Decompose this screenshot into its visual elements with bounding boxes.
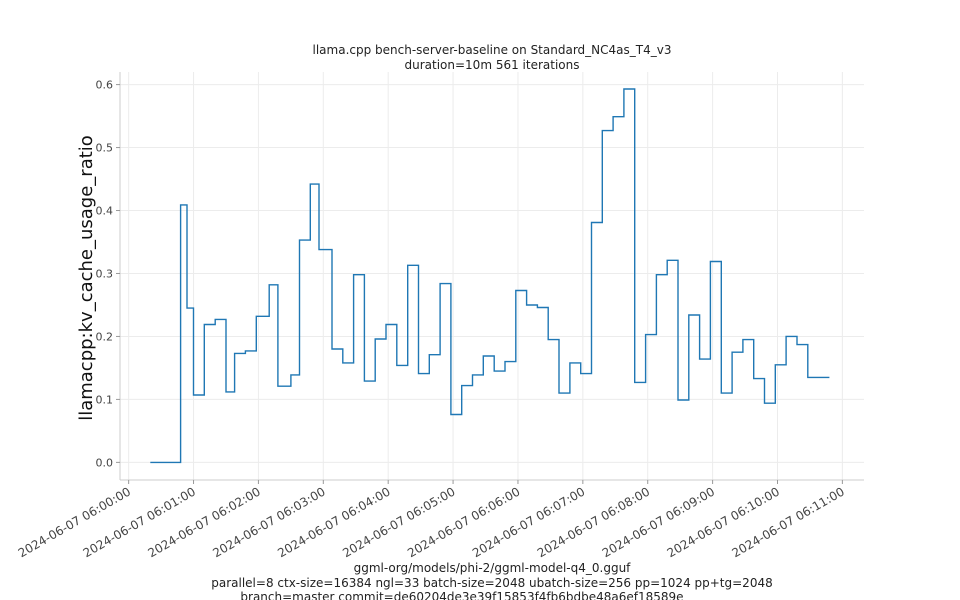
- x-tick-label: 2024-06-07 06:03:00: [210, 484, 327, 560]
- y-tick-label: 0.4: [96, 205, 114, 218]
- x-tick-label: 2024-06-07 06:05:00: [340, 484, 457, 560]
- y-axis-label: llamacpp:kv_cache_usage_ratio: [76, 135, 97, 421]
- xlabel-model-line: ggml-org/models/phi-2/ggml-model-q4_0.gg…: [354, 561, 632, 575]
- series-line-kv-cache-usage: [150, 88, 830, 464]
- y-axis-ticks: 0.0 0.1 0.2 0.3 0.4 0.5 0.6: [96, 79, 120, 469]
- xlabel-params-line: parallel=8 ctx-size=16384 ngl=33 batch-s…: [211, 576, 772, 590]
- y-tick-label: 0.2: [96, 330, 114, 343]
- y-tick-label: 0.1: [96, 393, 114, 406]
- y-tick-label: 0.0: [96, 456, 114, 469]
- chart-title-line-1: llama.cpp bench-server-baseline on Stand…: [313, 43, 672, 57]
- x-tick-label: 2024-06-07 06:06:00: [405, 484, 522, 560]
- x-tick-label: 2024-06-07 06:00:00: [16, 484, 133, 560]
- x-tick-label: 2024-06-07 06:02:00: [146, 484, 263, 560]
- chart-title-line-2: duration=10m 561 iterations: [405, 58, 580, 72]
- y-tick-label: 0.3: [96, 267, 114, 280]
- x-tick-label: 2024-06-07 06:01:00: [81, 484, 198, 560]
- y-tick-label: 0.6: [96, 79, 114, 92]
- x-tick-label: 2024-06-07 06:11:00: [729, 484, 846, 560]
- xlabel-commit-line: branch=master commit=de60204de3e39f15853…: [240, 590, 683, 600]
- x-tick-label: 2024-06-07 06:07:00: [470, 484, 587, 560]
- x-tick-label: 2024-06-07 06:10:00: [665, 484, 782, 560]
- grid-lines: [120, 72, 864, 480]
- x-tick-label: 2024-06-07 06:09:00: [600, 484, 717, 560]
- x-tick-label: 2024-06-07 06:08:00: [535, 484, 652, 560]
- x-tick-label: 2024-06-07 06:04:00: [275, 484, 392, 560]
- plot-frame: [119, 72, 864, 481]
- y-tick-label: 0.5: [96, 142, 114, 155]
